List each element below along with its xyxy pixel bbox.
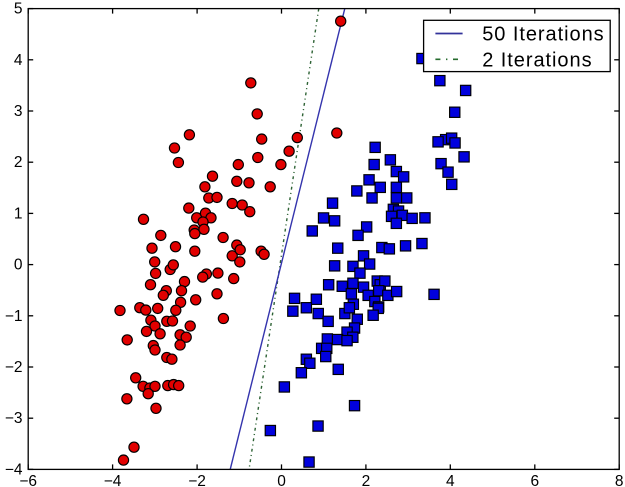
svg-text:3: 3 — [14, 103, 23, 120]
svg-text:2: 2 — [14, 154, 23, 171]
svg-text:4: 4 — [446, 473, 455, 487]
svg-text:8: 8 — [615, 473, 624, 487]
svg-text:5: 5 — [14, 1, 23, 18]
svg-text:4: 4 — [14, 52, 23, 69]
svg-text:0: 0 — [14, 257, 23, 274]
svg-text:6: 6 — [530, 473, 539, 487]
svg-text:−3: −3 — [5, 410, 23, 427]
svg-text:−2: −2 — [5, 359, 23, 376]
svg-text:−4: −4 — [104, 473, 122, 487]
svg-text:−2: −2 — [188, 473, 206, 487]
svg-text:2: 2 — [362, 473, 371, 487]
svg-text:2 Iterations: 2 Iterations — [482, 49, 592, 71]
svg-text:50 Iterations: 50 Iterations — [482, 24, 604, 46]
svg-text:−6: −6 — [19, 473, 37, 487]
svg-text:−1: −1 — [5, 308, 23, 325]
svg-text:−4: −4 — [5, 461, 23, 478]
svg-text:1: 1 — [14, 205, 23, 222]
svg-text:0: 0 — [277, 473, 286, 487]
